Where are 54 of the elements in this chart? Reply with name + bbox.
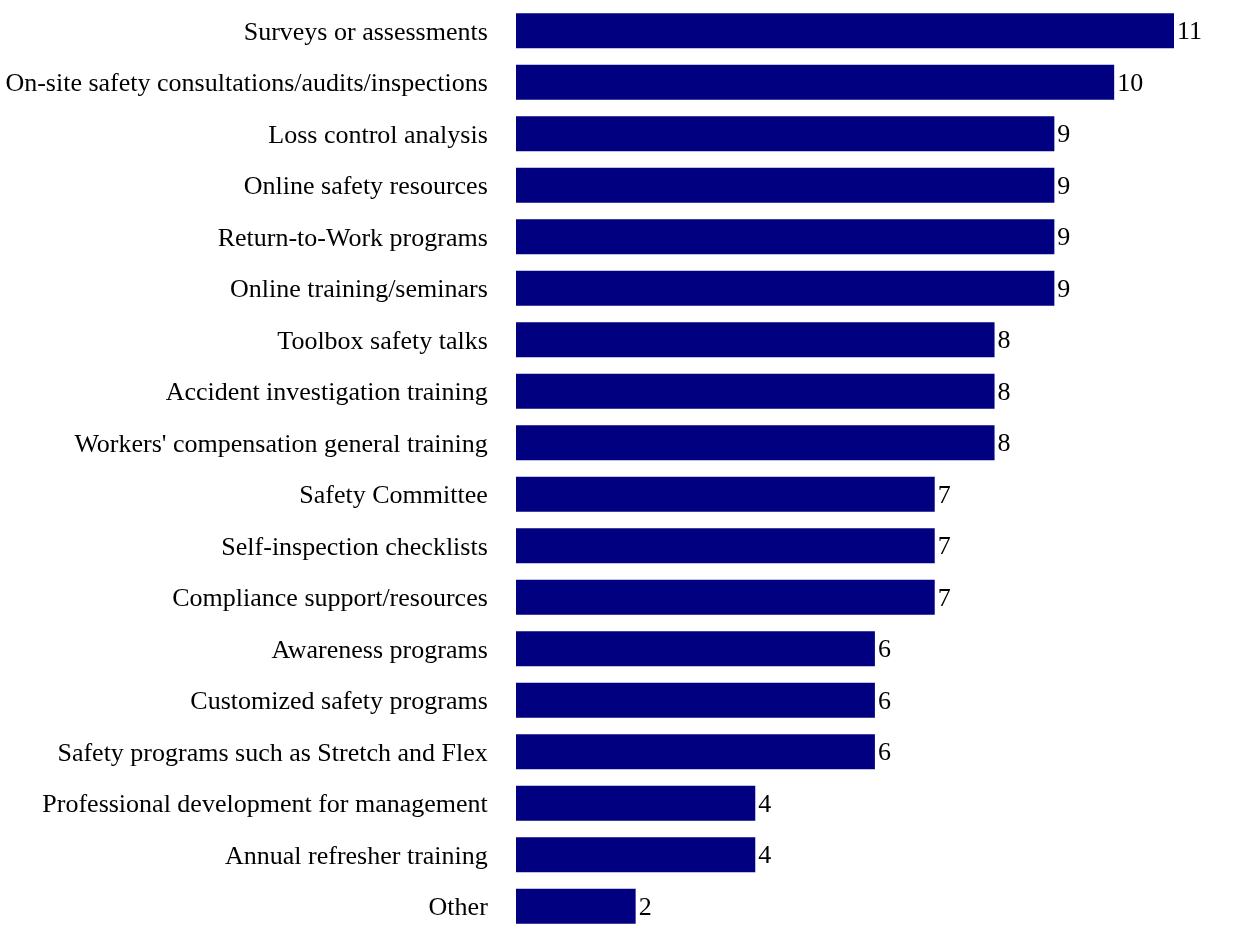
bar — [516, 425, 995, 461]
y-tick-label: Customized safety programs — [190, 686, 488, 716]
bar — [516, 579, 935, 615]
bar — [516, 631, 875, 667]
data-label: 8 — [997, 325, 1011, 355]
data-label: 4 — [758, 840, 772, 870]
data-label: 8 — [997, 376, 1011, 406]
data-label: 7 — [937, 582, 951, 612]
y-tick-label: Online training/seminars — [230, 274, 488, 304]
y-tick-label: Toolbox safety talks — [277, 325, 488, 355]
y-tick-label: Workers' compensation general training — [74, 428, 488, 458]
bar — [516, 219, 1055, 255]
bar — [516, 13, 1174, 49]
y-tick-label: On-site safety consultations/audits/inspections — [5, 68, 488, 98]
data-label: 6 — [877, 685, 891, 715]
data-label: 9 — [1057, 170, 1071, 200]
data-label: 11 — [1177, 16, 1203, 46]
data-label: 8 — [997, 428, 1011, 458]
y-tick-label: Other — [428, 892, 489, 922]
y-tick-label: Safety programs such as Stretch and Flex — [57, 737, 488, 767]
data-label: 6 — [877, 634, 891, 664]
y-tick-label: Awareness programs — [271, 634, 488, 664]
data-label: 9 — [1057, 119, 1071, 149]
y-tick-label: Self-inspection checklists — [221, 531, 488, 561]
y-tick-label: Loss control analysis — [268, 119, 488, 149]
data-label: 2 — [638, 891, 652, 921]
y-tick-label: Annual refresher training — [225, 840, 488, 870]
bar — [516, 888, 636, 924]
y-tick-label: Surveys or assessments — [243, 16, 488, 46]
data-label: 7 — [937, 479, 951, 509]
bar — [516, 64, 1115, 100]
y-tick-label: Professional development for management — [42, 789, 489, 819]
bar — [516, 528, 935, 564]
data-label: 4 — [758, 788, 772, 818]
bar — [516, 476, 935, 512]
bar — [516, 734, 875, 770]
bar — [516, 837, 756, 873]
bar — [516, 373, 995, 409]
data-label: 6 — [877, 737, 891, 767]
bar — [516, 270, 1055, 306]
y-tick-label: Return-to-Work programs — [217, 222, 488, 252]
bar — [516, 116, 1055, 152]
y-tick-label: Compliance support/resources — [172, 583, 488, 613]
bar — [516, 682, 875, 718]
y-tick-label: Accident investigation training — [165, 377, 488, 407]
bar — [516, 167, 1055, 203]
data-label: 7 — [937, 531, 951, 561]
data-label: 9 — [1057, 222, 1071, 252]
y-tick-label: Safety Committee — [299, 480, 488, 510]
y-tick-label: Online safety resources — [243, 171, 488, 201]
data-label: 10 — [1117, 67, 1144, 97]
bar — [516, 322, 995, 358]
bar — [516, 785, 756, 821]
data-label: 9 — [1057, 273, 1071, 303]
